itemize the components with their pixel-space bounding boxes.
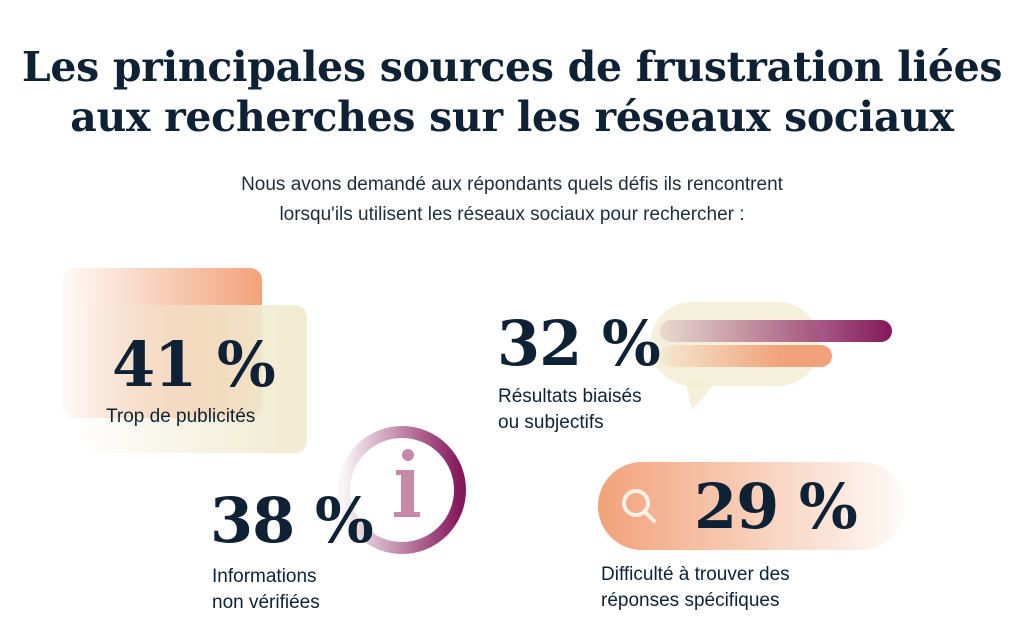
- info-icon: [338, 426, 466, 554]
- search-icon: [622, 489, 656, 523]
- speech-bubble-icon: [650, 302, 892, 410]
- label-line: Informations: [212, 566, 317, 587]
- stat-label-38: Informations non vérifiées: [212, 564, 320, 616]
- label-line: ou subjectifs: [498, 412, 604, 433]
- title-line-1: Les principales sources de frustration l…: [21, 43, 1003, 91]
- stat-value-32: 32 %: [497, 307, 661, 380]
- stat-value-41: 41 %: [112, 328, 276, 401]
- stat-value-38: 38 %: [210, 484, 374, 557]
- label-line: Résultats biaisés: [498, 386, 642, 407]
- stat-label-32: Résultats biaisés ou subjectifs: [498, 384, 642, 436]
- stat-label-29: Difficulté à trouver des réponses spécif…: [601, 562, 790, 614]
- subtitle-line-2: lorsqu'ils utilisent les réseaux sociaux…: [279, 204, 745, 225]
- label-line: réponses spécifiques: [601, 590, 780, 611]
- stat-value-29: 29 %: [694, 470, 858, 543]
- stat-label-41: Trop de publicités: [106, 406, 256, 427]
- label-line: non vérifiées: [212, 592, 320, 613]
- subtitle: Nous avons demandé aux répondants quels …: [0, 170, 1024, 230]
- page-title: Les principales sources de frustration l…: [0, 42, 1024, 142]
- subtitle-line-1: Nous avons demandé aux répondants quels …: [241, 174, 783, 195]
- label-line: Difficulté à trouver des: [601, 564, 790, 585]
- stat-card-41: [87, 305, 307, 453]
- title-line-2: aux recherches sur les réseaux sociaux: [70, 93, 954, 141]
